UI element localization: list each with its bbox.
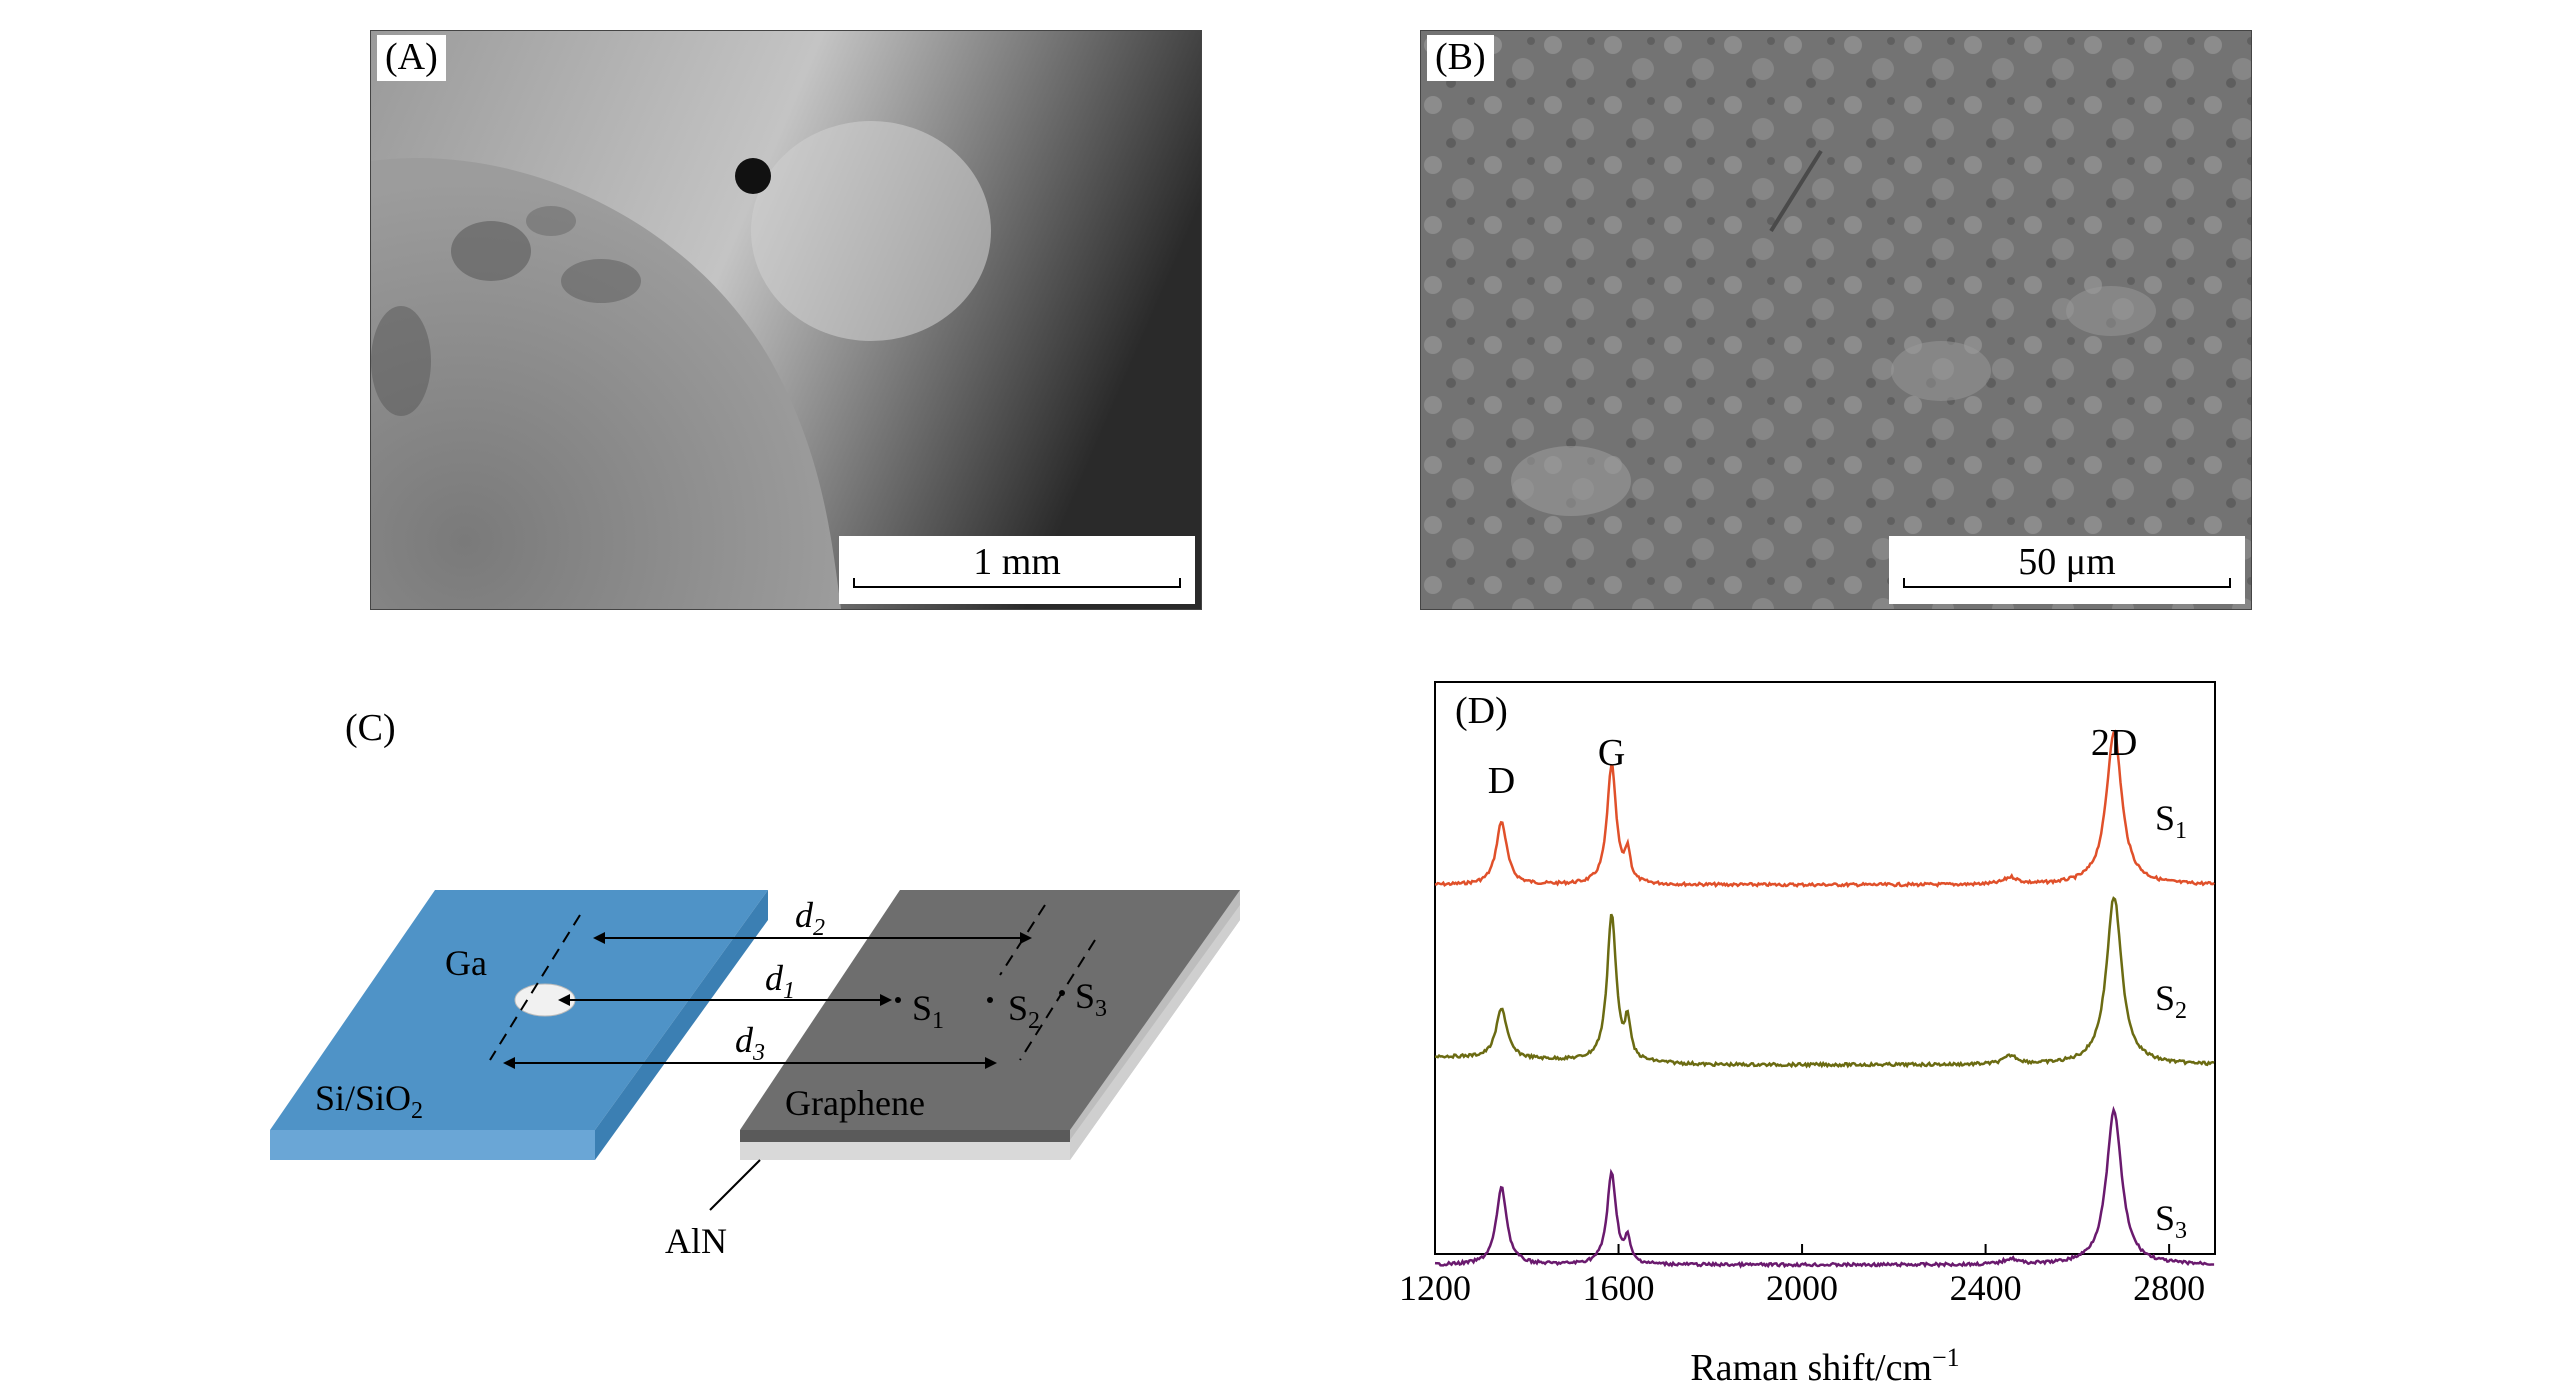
peak-label: D: [1488, 760, 1515, 802]
panel-label-a: (A): [377, 35, 446, 81]
x-tick-label: 2400: [1950, 1268, 2022, 1308]
s2-point: [987, 997, 993, 1003]
ga-reference-line: [489, 914, 581, 1061]
graphene-top: [740, 890, 1240, 1130]
x-tick-label: 2800: [2133, 1268, 2205, 1308]
peak-label: 2D: [2091, 722, 2137, 764]
aln-leader-line: [709, 1159, 761, 1211]
x-tick-layer: 1200 1600 2000 2400 2800: [1399, 1244, 2205, 1308]
ga-label: Ga: [445, 943, 487, 983]
scale-bar-b-label: 50 μm: [2018, 541, 2116, 583]
series-label-s3: S3: [2155, 1198, 2187, 1244]
micrograph-b: (B) 50 μm: [1420, 30, 2252, 610]
scale-bar-b: 50 μm: [1889, 536, 2245, 604]
x-tick-label: 2000: [1766, 1268, 1838, 1308]
micrograph-a: (A) 1 mm: [370, 30, 1202, 610]
panel-label-b: (B): [1427, 35, 1494, 81]
s1-point: [895, 997, 901, 1003]
substrate-top: [270, 890, 768, 1130]
scale-bar-a: 1 mm: [839, 536, 1195, 604]
schematic-c-svg: (C) Ga d2 d1 d3 S1 S2 S3 Si/SiO2 Gra: [270, 707, 1240, 1261]
s3-label: S3: [1075, 976, 1107, 1022]
s1-label: S1: [912, 988, 944, 1034]
plot-frame: [1434, 681, 2216, 1255]
micrograph-b-image: [1421, 31, 2251, 609]
peak-label-layer: D G 2D: [1488, 722, 2137, 802]
d2-label: d2: [795, 895, 825, 941]
aln-side: [1070, 905, 1240, 1160]
scale-bar-a-label: 1 mm: [973, 541, 1061, 583]
spectrum-line-s3: [1434, 1105, 2215, 1269]
panel-label-c: (C): [345, 707, 396, 749]
x-axis-label: Raman shift/cm−1: [1690, 1343, 1959, 1385]
graphene-front: [740, 1130, 1070, 1142]
d1-label: d1: [765, 958, 795, 1004]
aln-front: [740, 1140, 1070, 1160]
scale-bar-a-line: [853, 578, 1181, 588]
schematic-c: (C) Ga d2 d1 d3 S1 S2 S3 Si/SiO2 Gra: [250, 690, 1300, 1290]
x-tick-label: 1200: [1399, 1268, 1471, 1308]
raman-chart: (D) S1 S2 S3 D G 2D 1200 1600 2000 2400 2800 Ram…: [1380, 665, 2380, 1389]
series-layer: S1 S2 S3: [1434, 729, 2215, 1269]
micrograph-a-image: [371, 31, 1201, 609]
x-tick-label: 1600: [1583, 1268, 1655, 1308]
spectrum-line-s2: [1434, 896, 2215, 1069]
aln-label: AlN: [665, 1221, 727, 1261]
substrate-side: [595, 890, 768, 1160]
series-label-s1: S1: [2155, 798, 2187, 844]
series-label-s2: S2: [2155, 978, 2187, 1024]
raman-chart-svg: (D) S1 S2 S3 D G 2D 1200 1600 2000 2400 2800 Ram…: [1399, 681, 2216, 1389]
spectrum-line-s1: [1434, 729, 2215, 889]
s3-point: [1059, 990, 1065, 996]
substrate-front: [270, 1130, 595, 1160]
peak-label: G: [1598, 732, 1625, 774]
d3-label: d3: [735, 1020, 765, 1066]
graphene-label: Graphene: [785, 1083, 925, 1123]
s2-label: S2: [1008, 988, 1040, 1034]
panel-label-d: (D): [1455, 690, 1508, 732]
scale-bar-b-line: [1903, 578, 2231, 588]
substrate-label: Si/SiO2: [315, 1078, 423, 1124]
s3-reference-line: [1019, 939, 1096, 1061]
